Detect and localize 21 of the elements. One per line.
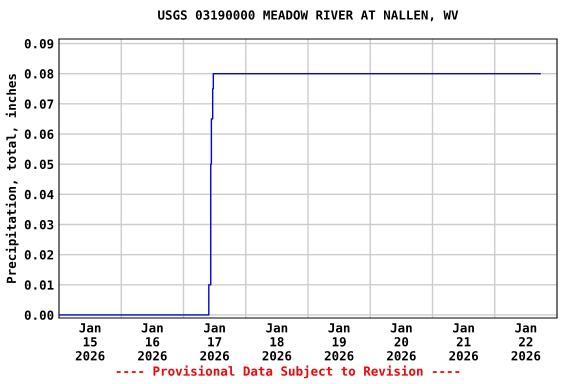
y-tick-label: 0.07 bbox=[24, 99, 54, 109]
y-tick-label: 0.04 bbox=[24, 190, 54, 200]
y-tick-label: 0.09 bbox=[24, 38, 54, 49]
x-tick-label: Jan 18 2026 bbox=[262, 323, 292, 361]
x-tick-label: Jan 16 2026 bbox=[138, 323, 167, 361]
x-tick-label: Jan 20 2026 bbox=[387, 323, 416, 361]
y-tick-label: 0.02 bbox=[24, 250, 54, 260]
y-tick-label: 0.08 bbox=[24, 69, 54, 79]
x-tick-label: Jan 22 2026 bbox=[512, 323, 540, 361]
chart-title: USGS 03190000 MEADOW RIVER AT NALLEN, WV bbox=[158, 10, 458, 22]
y-tick-label: 0.06 bbox=[24, 129, 54, 139]
x-tick-label: Jan 21 2026 bbox=[449, 323, 478, 361]
y-tick-label: 0.01 bbox=[24, 280, 54, 290]
y-tick-label: 0.03 bbox=[24, 220, 54, 230]
y-axis-title: Precipitation, total, inches bbox=[6, 74, 18, 283]
y-tick-label: 0.00 bbox=[24, 310, 54, 320]
x-tick-label: Jan 15 2026 bbox=[76, 323, 104, 361]
x-tick-label: Jan 19 2026 bbox=[324, 323, 354, 361]
y-tick-label: 0.05 bbox=[24, 160, 54, 170]
x-tick-label: Jan 17 2026 bbox=[200, 323, 229, 361]
text: ---- Provisional Data Subject to Revision ---- bbox=[116, 365, 460, 378]
